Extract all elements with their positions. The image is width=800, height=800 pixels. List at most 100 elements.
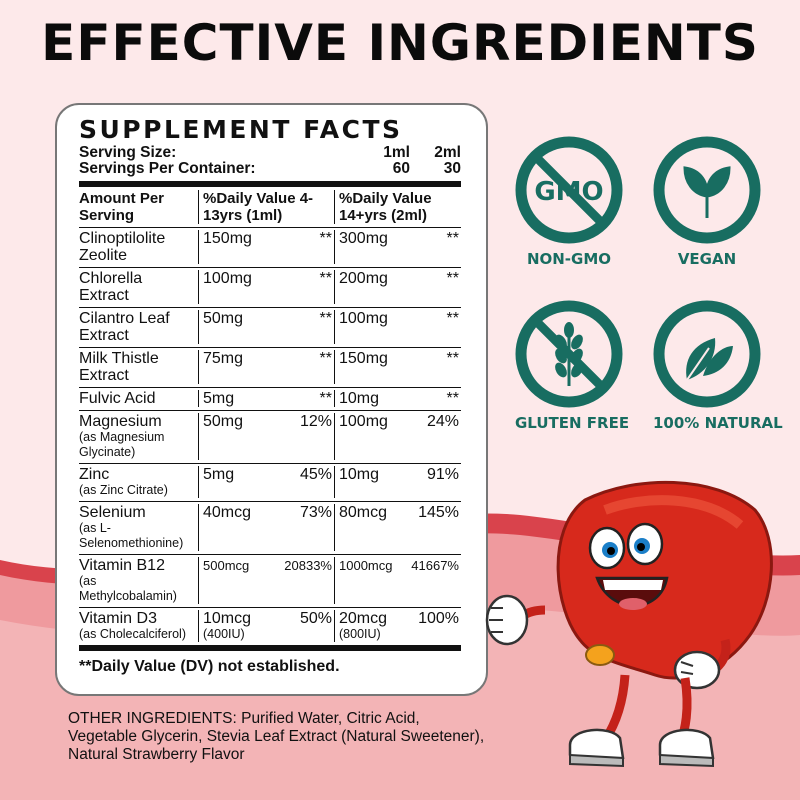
child-amount: 50mg <box>203 310 244 327</box>
ingredient-name-cell: Selenium (as L-Selenomethionine) <box>79 504 199 551</box>
adult-daily-value: 24% <box>426 413 459 430</box>
ingredient-source: (as Cholecalciferol) <box>79 627 186 641</box>
child-amount-cell: 150mg ** <box>199 230 335 264</box>
badge-label-vegan: VEGAN <box>677 250 737 268</box>
table-row: Selenium (as L-Selenomethionine) 40mcg 73% 8… <box>79 502 461 555</box>
adult-amount: 80mcg <box>339 504 388 521</box>
adult-amount-cell: 300mg ** <box>335 230 461 264</box>
adult-daily-value: 145% <box>418 504 459 521</box>
adult-amount-cell: 10mg ** <box>335 390 461 407</box>
adult-amount-cell: 80mcg 145% <box>335 504 461 551</box>
ingredient-name-cell: Vitamin D3 (as Cholecalciferol) <box>79 610 199 642</box>
other-ingredients-label: OTHER INGREDIENTS: <box>68 710 237 727</box>
table-row: Zinc (as Zinc Citrate) 5mg 45% 10mg 91% <box>79 464 461 502</box>
adult-amount: 10mg <box>339 466 380 483</box>
ingredient-name: Clinoptilolite Zeolite <box>79 230 166 264</box>
child-amount: 100mg <box>203 270 252 287</box>
child-amount-cell: 40mcg 73% <box>199 504 335 551</box>
child-amount-cell: 50mg 12% <box>199 413 335 460</box>
ingredient-name: Zinc <box>79 466 110 483</box>
serving-size-label: Serving Size: <box>79 144 177 161</box>
servings-2: 30 <box>443 160 461 177</box>
adult-amount-cell: 10mg 91% <box>335 466 461 498</box>
adult-daily-value: 91% <box>426 466 459 483</box>
child-daily-value: 20833% <box>284 558 332 573</box>
child-amount-cell: 10mcg (400IU) 50% <box>199 610 335 642</box>
child-amount: 500mcg <box>203 558 250 573</box>
ingredient-name-cell: Cilantro Leaf Extract <box>79 310 199 344</box>
no-wheat-icon <box>515 300 623 408</box>
adult-daily-value: 41667% <box>411 558 459 573</box>
child-amount: 75mg <box>203 350 244 367</box>
adult-daily-value: ** <box>446 350 459 367</box>
table-row: Magnesium (as Magnesium Glycinate) 50mg 12%… <box>79 411 461 464</box>
col-dv-child-header: %Daily Value 4-13yrs (1ml) <box>199 190 335 224</box>
ingredient-name: Magnesium <box>79 413 162 430</box>
table-row: Milk Thistle Extract 75mg ** 150mg ** <box>79 348 461 388</box>
child-amount-cell: 500mcg 20833% <box>199 557 335 604</box>
ingredient-name-cell: Vitamin B12 (as Methylcobalamin) <box>79 557 199 604</box>
child-amount-cell: 5mg ** <box>199 390 335 407</box>
ingredient-name: Chlorella Extract <box>79 270 143 304</box>
adult-amount: 150mg <box>339 350 388 367</box>
servings-per-container-row: Servings Per Container: 60 30 <box>79 161 461 177</box>
table-row: Cilantro Leaf Extract 50mg ** 100mg ** <box>79 308 461 348</box>
table-header: Amount Per Serving %Daily Value 4-13yrs … <box>79 190 461 228</box>
ingredient-name: Fulvic Acid <box>79 390 156 407</box>
child-amount: 50mg <box>203 413 244 430</box>
vegan-leaf-icon <box>653 136 761 244</box>
adult-daily-value: ** <box>446 270 459 287</box>
servings-label: Servings Per Container: <box>79 160 256 177</box>
table-row: Vitamin B12 (as Methylcobalamin) 500mcg 208… <box>79 555 461 608</box>
adult-amount-cell: 150mg ** <box>335 350 461 384</box>
badge-gluten-free: GLUTEN FREE <box>515 300 630 432</box>
adult-amount-iu: (800IU) <box>339 627 381 641</box>
ingredient-source: (as L-Selenomethionine) <box>79 521 184 550</box>
serving-size-1: 1ml <box>383 144 410 161</box>
ingredient-name: Milk Thistle Extract <box>79 350 159 384</box>
table-row: Fulvic Acid 5mg ** 10mg ** <box>79 388 461 411</box>
liver-mascot-illustration <box>485 480 773 768</box>
badge-label-non-gmo: NON-GMO <box>526 250 612 268</box>
col-dv-adult-header: %Daily Value 14+yrs (2ml) <box>339 190 432 224</box>
badge-label-gluten-free: GLUTEN FREE <box>515 414 630 432</box>
child-amount: 40mcg <box>203 504 252 521</box>
ingredient-name: Cilantro Leaf Extract <box>79 310 170 344</box>
adult-amount-cell: 20mcg (800IU) 100% <box>335 610 461 642</box>
badge-natural: 100% NATURAL <box>653 300 783 432</box>
shoes <box>568 728 715 768</box>
child-daily-value: ** <box>319 350 332 367</box>
supplement-facts-panel: SUPPLEMENT FACTS Serving Size: 1ml 2ml S… <box>55 103 488 696</box>
child-amount: 5mg <box>203 390 235 407</box>
child-amount-cell: 5mg 45% <box>199 466 335 498</box>
ingredient-name-cell: Milk Thistle Extract <box>79 350 199 384</box>
child-amount: 5mg <box>203 466 235 483</box>
no-gmo-icon: GMO <box>515 136 623 244</box>
ingredient-source: (as Zinc Citrate) <box>79 483 168 497</box>
left-glove <box>485 594 529 646</box>
child-amount: 150mg <box>203 230 252 247</box>
table-row: Chlorella Extract 100mg ** 200mg ** <box>79 268 461 308</box>
badge-non-gmo: GMO NON-GMO <box>515 136 623 268</box>
adult-daily-value: ** <box>446 390 459 407</box>
child-amount: 10mcg <box>203 610 252 627</box>
child-daily-value: ** <box>319 270 332 287</box>
child-daily-value: 50% <box>299 610 332 627</box>
ingredient-name-cell: Fulvic Acid <box>79 390 199 407</box>
badge-label-natural: 100% NATURAL <box>653 414 783 432</box>
badge-vegan: VEGAN <box>653 136 761 268</box>
servings-1: 60 <box>392 160 410 177</box>
ingredient-name-cell: Chlorella Extract <box>79 270 199 304</box>
ingredient-source: (as Magnesium Glycinate) <box>79 430 165 459</box>
headline: EFFECTIVE INGREDIENTS <box>41 14 759 72</box>
ingredient-name-cell: Zinc (as Zinc Citrate) <box>79 466 199 498</box>
child-amount-cell: 50mg ** <box>199 310 335 344</box>
adult-amount: 100mg <box>339 310 388 327</box>
serving-size-2: 2ml <box>434 144 461 161</box>
child-daily-value: 12% <box>299 413 332 430</box>
footnote: **Daily Value (DV) not established. <box>79 646 461 676</box>
facts-title: SUPPLEMENT FACTS <box>79 115 403 144</box>
ingredient-name: Vitamin D3 <box>79 610 157 627</box>
adult-amount: 10mg <box>339 390 380 407</box>
ingredient-name: Selenium <box>79 504 146 521</box>
